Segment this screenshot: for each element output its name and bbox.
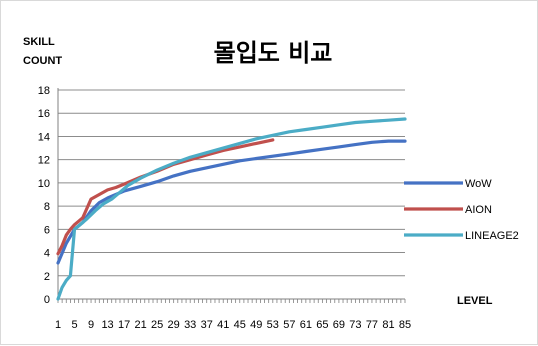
x-tick-label: 25: [151, 319, 163, 331]
series-line-aion: [56, 138, 275, 256]
y-axis-label-line1: SKILL: [23, 36, 55, 48]
x-tick-label: 41: [217, 319, 229, 331]
series-lines: [56, 117, 407, 301]
x-tick-label: 65: [316, 319, 328, 331]
x-tick-label: 9: [88, 319, 94, 331]
x-tick-label: 85: [399, 319, 411, 331]
chart-title: 몰입도 비교: [214, 39, 333, 67]
y-tick-label: 6: [44, 224, 50, 236]
x-tick-label: 61: [300, 319, 312, 331]
x-tick-label: 73: [349, 319, 361, 331]
x-tick-label: 29: [168, 319, 180, 331]
legend: WoW AION LINEAGE2: [404, 178, 519, 242]
x-tick-label: 5: [71, 319, 77, 331]
x-axis-label: LEVEL: [457, 295, 493, 307]
legend-label: WoW: [465, 178, 492, 190]
gridlines: [58, 89, 405, 277]
x-tick-label: 45: [234, 319, 246, 331]
x-tick-label: 17: [118, 319, 130, 331]
y-axis-label-line2: COUNT: [23, 55, 62, 67]
x-tick-label: 53: [267, 319, 279, 331]
y-tick-label: 12: [38, 155, 50, 167]
x-tick-label: 57: [283, 319, 295, 331]
x-tick-label: 81: [382, 319, 394, 331]
x-tick-label: 69: [333, 319, 345, 331]
y-tick-label: 2: [44, 271, 50, 283]
x-tick-label: 1: [55, 319, 61, 331]
y-tick-label: 4: [44, 248, 50, 260]
legend-label: AION: [465, 204, 492, 216]
legend-label: LINEAGE2: [465, 230, 519, 242]
x-tick-label: 33: [184, 319, 196, 331]
y-tick-label: 16: [38, 108, 50, 120]
x-tick-label: 21: [134, 319, 146, 331]
series-line-wow: [56, 139, 407, 265]
series-line-lineage2: [56, 117, 407, 301]
y-tick-label: 10: [38, 178, 50, 190]
y-tick-label: 8: [44, 201, 50, 213]
y-tick-label: 14: [38, 131, 50, 143]
x-tick-label: 37: [201, 319, 213, 331]
y-tick-label: 18: [38, 85, 50, 97]
y-tick-label: 0: [44, 294, 50, 306]
x-tick-label: 49: [250, 319, 262, 331]
x-tick-label: 13: [101, 319, 113, 331]
x-tick-label: 77: [366, 319, 378, 331]
